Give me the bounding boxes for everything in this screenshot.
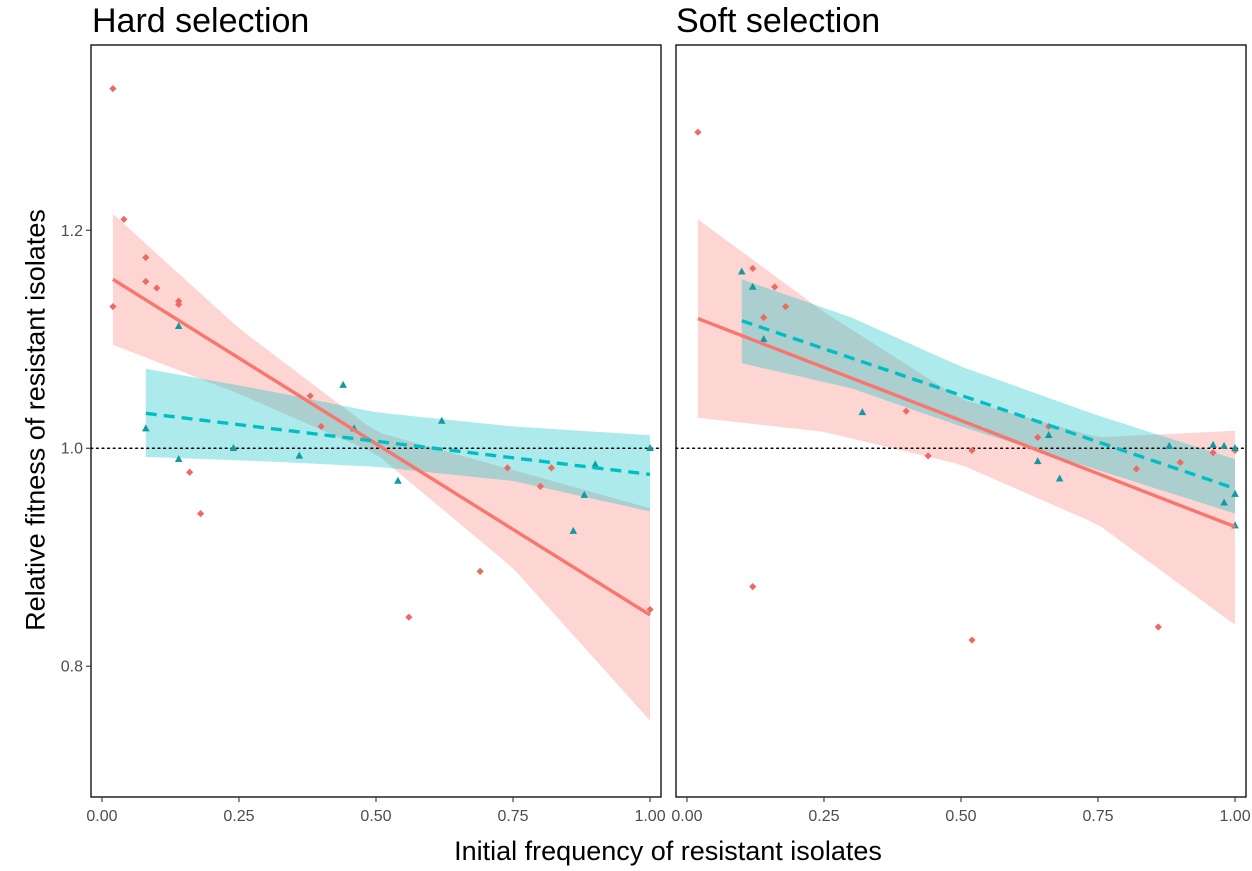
data-point-cyan	[1231, 489, 1239, 497]
confidence-band-cyan	[145, 368, 651, 512]
x-tick-label: 0.75	[497, 808, 528, 825]
data-point-red	[197, 510, 205, 518]
x-tick-label: 1.00	[634, 808, 665, 825]
data-point-red	[153, 284, 161, 292]
data-point-cyan	[1055, 474, 1064, 482]
y-tick-label: 0.8	[61, 659, 83, 676]
data-point-red	[536, 482, 545, 490]
data-point-red	[405, 613, 413, 621]
data-point-red	[142, 253, 150, 262]
data-point-red	[782, 302, 790, 311]
data-point-cyan	[1220, 441, 1228, 449]
data-point-red	[1176, 458, 1184, 467]
x-tick-label: 1.00	[1219, 808, 1250, 825]
data-point-cyan	[1209, 440, 1217, 448]
data-point-cyan	[437, 416, 446, 424]
data-point-red	[186, 468, 194, 476]
data-point-red	[547, 464, 555, 472]
data-point-red	[503, 464, 512, 472]
data-point-cyan	[580, 490, 589, 498]
y-tick-label: 1.0	[61, 441, 83, 458]
data-point-red	[694, 128, 702, 136]
data-point-red	[317, 422, 325, 431]
data-point-red	[109, 302, 117, 311]
x-tick-label: 0.00	[86, 808, 117, 825]
fit-line-cyan	[145, 411, 651, 477]
data-point-red	[760, 313, 768, 322]
x-tick-label: 0.50	[360, 808, 391, 825]
x-tick-label: 0.25	[223, 808, 254, 825]
data-point-cyan	[142, 424, 150, 432]
panel-title-hard: Hard selection	[92, 2, 310, 40]
data-point-red	[1154, 623, 1162, 631]
y-tick-label: 1.2	[61, 223, 83, 240]
data-point-cyan	[1231, 444, 1239, 452]
data-point-cyan	[759, 335, 768, 343]
fit-line-red	[697, 316, 1236, 529]
data-point-red	[120, 215, 128, 223]
data-point-red	[142, 277, 150, 286]
data-point-red	[646, 605, 654, 614]
x-tick-label: 0.00	[671, 808, 702, 825]
data-point-red	[902, 407, 910, 415]
data-point-cyan	[339, 380, 347, 388]
panel-1: 0.00 0.25 0.50 0.75 1.00	[671, 44, 1251, 825]
data-point-cyan	[1044, 430, 1053, 438]
data-point-cyan	[174, 454, 183, 462]
data-point-cyan	[748, 282, 757, 290]
data-point-red	[476, 567, 484, 575]
data-point-red	[1209, 449, 1217, 457]
data-point-cyan	[229, 444, 238, 452]
data-point-cyan	[646, 444, 654, 452]
data-point-red	[306, 392, 314, 400]
data-point-cyan	[1165, 441, 1174, 449]
panel-0: 0.00 0.25 0.50 0.75 1.00 0.8 1.0 1.2	[61, 44, 666, 825]
data-point-cyan	[1033, 457, 1042, 465]
data-point-cyan	[569, 526, 578, 534]
panel-title-soft: Soft selection	[676, 2, 881, 40]
x-axis-label: Initial frequency of resistant isolates	[454, 836, 882, 866]
data-point-red	[924, 452, 932, 460]
data-point-red	[968, 446, 976, 455]
data-point-cyan	[1220, 498, 1228, 506]
data-point-red	[749, 264, 757, 273]
x-tick-label: 0.75	[1082, 808, 1113, 825]
x-tick-label: 0.50	[945, 808, 976, 825]
fit-line-cyan	[741, 319, 1236, 491]
data-point-cyan	[858, 408, 867, 416]
data-point-cyan	[295, 451, 304, 459]
data-point-red	[968, 636, 976, 644]
confidence-band-cyan	[741, 279, 1235, 514]
fit-line-red	[112, 277, 651, 617]
data-point-red	[771, 283, 779, 291]
data-point-cyan	[394, 476, 402, 484]
x-tick-label: 0.25	[808, 808, 839, 825]
data-point-red	[1132, 465, 1140, 473]
confidence-band-red	[112, 213, 650, 721]
data-point-cyan	[591, 460, 600, 468]
data-point-cyan	[737, 267, 746, 275]
y-axis-label: Relative fitness of resistant isolates	[20, 209, 51, 631]
data-point-red	[1034, 433, 1042, 441]
data-point-red	[749, 583, 757, 591]
data-point-cyan	[174, 321, 183, 329]
data-point-red	[109, 84, 117, 93]
data-point-red	[175, 300, 183, 308]
